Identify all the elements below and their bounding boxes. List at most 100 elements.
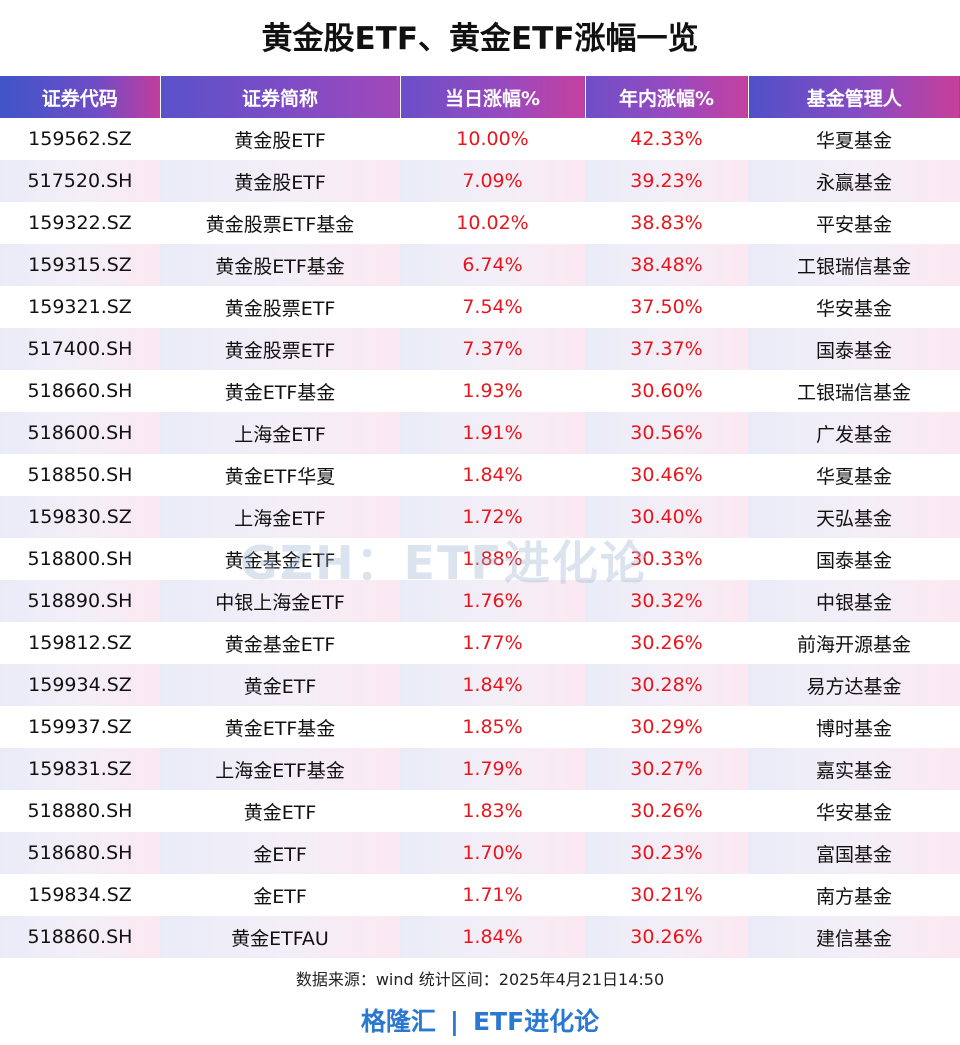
cell-code: 518680.SH — [0, 832, 160, 874]
cell-daily-change: 6.74% — [400, 244, 585, 286]
cell-manager: 国泰基金 — [748, 328, 960, 370]
table-row: 159937.SZ 黄金ETF基金 1.85% 30.29% 博时基金 — [0, 706, 960, 748]
cell-ytd-change: 30.26% — [585, 790, 748, 832]
cell-manager: 华夏基金 — [748, 454, 960, 496]
cell-name: 金ETF — [160, 832, 400, 874]
header-fund-manager: 基金管理人 — [748, 76, 960, 118]
cell-code: 518890.SH — [0, 580, 160, 622]
cell-daily-change: 1.79% — [400, 748, 585, 790]
cell-ytd-change: 30.23% — [585, 832, 748, 874]
cell-daily-change: 1.72% — [400, 496, 585, 538]
cell-daily-change: 7.37% — [400, 328, 585, 370]
cell-code: 159830.SZ — [0, 496, 160, 538]
cell-manager: 嘉实基金 — [748, 748, 960, 790]
cell-code: 159937.SZ — [0, 706, 160, 748]
table-row: 517400.SH 黄金股票ETF 7.37% 37.37% 国泰基金 — [0, 328, 960, 370]
header-daily-change: 当日涨幅% — [400, 76, 586, 118]
cell-ytd-change: 38.48% — [585, 244, 748, 286]
cell-name: 黄金股ETF基金 — [160, 244, 400, 286]
table-row: 159562.SZ 黄金股ETF 10.00% 42.33% 华夏基金 — [0, 118, 960, 160]
cell-daily-change: 7.54% — [400, 286, 585, 328]
cell-code: 159831.SZ — [0, 748, 160, 790]
cell-daily-change: 1.70% — [400, 832, 585, 874]
cell-code: 517520.SH — [0, 160, 160, 202]
cell-code: 159812.SZ — [0, 622, 160, 664]
cell-daily-change: 1.84% — [400, 664, 585, 706]
cell-daily-change: 1.84% — [400, 454, 585, 496]
footer-brand-right: ETF进化论 — [472, 1007, 600, 1036]
cell-name: 黄金基金ETF — [160, 622, 400, 664]
cell-ytd-change: 30.26% — [585, 916, 748, 958]
cell-ytd-change: 37.37% — [585, 328, 748, 370]
cell-daily-change: 1.83% — [400, 790, 585, 832]
footer-brand-left: 格隆汇 — [360, 1007, 436, 1036]
cell-code: 518660.SH — [0, 370, 160, 412]
cell-daily-change: 7.09% — [400, 160, 585, 202]
cell-daily-change: 1.93% — [400, 370, 585, 412]
cell-daily-change: 1.91% — [400, 412, 585, 454]
cell-daily-change: 10.00% — [400, 118, 585, 160]
cell-code: 159315.SZ — [0, 244, 160, 286]
cell-manager: 工银瑞信基金 — [748, 370, 960, 412]
cell-daily-change: 1.85% — [400, 706, 585, 748]
cell-code: 518860.SH — [0, 916, 160, 958]
cell-ytd-change: 30.33% — [585, 538, 748, 580]
page-title: 黄金股ETF、黄金ETF涨幅一览 — [261, 21, 699, 57]
cell-daily-change: 1.84% — [400, 916, 585, 958]
cell-manager: 南方基金 — [748, 874, 960, 916]
cell-manager: 工银瑞信基金 — [748, 244, 960, 286]
table-header-row: 证券代码 证券简称 当日涨幅% 年内涨幅% 基金管理人 — [0, 76, 960, 118]
cell-ytd-change: 30.29% — [585, 706, 748, 748]
cell-code: 518600.SH — [0, 412, 160, 454]
brand-footer: 格隆汇 | ETF进化论 — [0, 1004, 960, 1040]
cell-ytd-change: 30.56% — [585, 412, 748, 454]
cell-ytd-change: 30.21% — [585, 874, 748, 916]
cell-manager: 易方达基金 — [748, 664, 960, 706]
table-row: 518890.SH 中银上海金ETF 1.76% 30.32% 中银基金 — [0, 580, 960, 622]
table-row: 518850.SH 黄金ETF华夏 1.84% 30.46% 华夏基金 — [0, 454, 960, 496]
cell-manager: 前海开源基金 — [748, 622, 960, 664]
cell-ytd-change: 30.32% — [585, 580, 748, 622]
table-row: 518800.SH 黄金基金ETF 1.88% 30.33% 国泰基金 — [0, 538, 960, 580]
cell-manager: 永赢基金 — [748, 160, 960, 202]
cell-name: 上海金ETF基金 — [160, 748, 400, 790]
cell-manager: 华安基金 — [748, 790, 960, 832]
table-row: 159322.SZ 黄金股票ETF基金 10.02% 38.83% 平安基金 — [0, 202, 960, 244]
cell-ytd-change: 30.26% — [585, 622, 748, 664]
cell-code: 517400.SH — [0, 328, 160, 370]
cell-manager: 富国基金 — [748, 832, 960, 874]
cell-code: 159322.SZ — [0, 202, 160, 244]
cell-ytd-change: 30.27% — [585, 748, 748, 790]
cell-ytd-change: 30.46% — [585, 454, 748, 496]
cell-name: 黄金股票ETF基金 — [160, 202, 400, 244]
table-row: 159315.SZ 黄金股ETF基金 6.74% 38.48% 工银瑞信基金 — [0, 244, 960, 286]
cell-daily-change: 1.88% — [400, 538, 585, 580]
cell-manager: 华夏基金 — [748, 118, 960, 160]
cell-name: 金ETF — [160, 874, 400, 916]
header-security-name: 证券简称 — [160, 76, 401, 118]
cell-code: 159834.SZ — [0, 874, 160, 916]
table-row: 517520.SH 黄金股ETF 7.09% 39.23% 永赢基金 — [0, 160, 960, 202]
cell-name: 黄金ETF基金 — [160, 370, 400, 412]
cell-name: 黄金ETF基金 — [160, 706, 400, 748]
cell-ytd-change: 42.33% — [585, 118, 748, 160]
cell-name: 黄金股票ETF — [160, 328, 400, 370]
cell-name: 中银上海金ETF — [160, 580, 400, 622]
cell-name: 黄金ETF — [160, 790, 400, 832]
cell-ytd-change: 37.50% — [585, 286, 748, 328]
cell-name: 黄金ETF华夏 — [160, 454, 400, 496]
cell-name: 黄金基金ETF — [160, 538, 400, 580]
cell-manager: 博时基金 — [748, 706, 960, 748]
cell-ytd-change: 30.28% — [585, 664, 748, 706]
table-row: 518600.SH 上海金ETF 1.91% 30.56% 广发基金 — [0, 412, 960, 454]
table-row: 159834.SZ 金ETF 1.71% 30.21% 南方基金 — [0, 874, 960, 916]
header-ytd-change: 年内涨幅% — [585, 76, 749, 118]
table-row: 159831.SZ 上海金ETF基金 1.79% 30.27% 嘉实基金 — [0, 748, 960, 790]
table-row: 518680.SH 金ETF 1.70% 30.23% 富国基金 — [0, 832, 960, 874]
cell-manager: 平安基金 — [748, 202, 960, 244]
table-row: 518660.SH 黄金ETF基金 1.93% 30.60% 工银瑞信基金 — [0, 370, 960, 412]
cell-manager: 天弘基金 — [748, 496, 960, 538]
source-note: 数据来源：wind 统计区间：2025年4月21日14:50 — [295, 970, 665, 989]
cell-code: 518800.SH — [0, 538, 160, 580]
cell-name: 黄金股ETF — [160, 160, 400, 202]
